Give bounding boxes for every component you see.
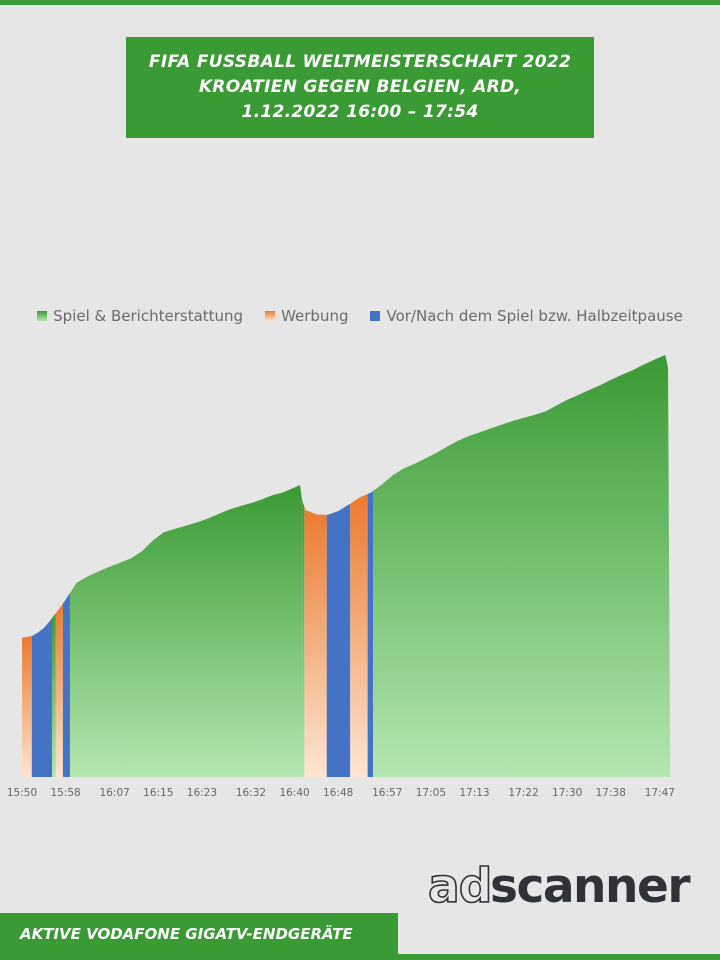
title-line-2: KROATIEN GEGEN BELGIEN, ARD, — [198, 77, 522, 97]
x-tick-label: 15:50 — [7, 787, 37, 799]
x-tick-label: 16:32 — [236, 787, 266, 799]
x-tick-label: 16:40 — [279, 787, 309, 799]
chart-segments — [22, 355, 671, 777]
adscanner-logo: ad scanner — [428, 860, 693, 910]
x-tick-label: 17:22 — [508, 787, 538, 799]
title-line-3: 1.12.2022 16:00 – 17:54 — [241, 102, 479, 122]
bottom-accent-line — [0, 954, 720, 960]
top-accent-bar — [0, 0, 720, 5]
x-tick-label: 16:23 — [187, 787, 217, 799]
x-tick-label: 17:05 — [416, 787, 446, 799]
x-tick-label: 16:07 — [100, 787, 130, 799]
title-line-1: FIFA FUSSBALL WELTMEISTERSCHAFT 2022 — [148, 52, 572, 72]
segment-ad-3 — [55, 603, 63, 777]
segment-game-11 — [373, 355, 671, 777]
segment-pause-10 — [367, 490, 374, 777]
x-tick-label: 17:13 — [459, 787, 489, 799]
x-tick-label: 16:48 — [323, 787, 353, 799]
legend-item-ad: Werbung — [265, 307, 348, 325]
x-tick-label: 17:30 — [552, 787, 582, 799]
segment-pause-8 — [326, 503, 351, 777]
segment-game-2 — [51, 613, 56, 777]
x-axis-ticks: 15:50 15:58 16:07 16:15 16:23 16:32 16:40 16:48… — [7, 787, 675, 799]
footer-label: AKTIVE VODAFONE GIGATV-ENDGERÄTE — [0, 913, 398, 954]
segment-game-5 — [69, 484, 303, 777]
legend-label-pause: Vor/Nach dem Spiel bzw. Halbzeitpause — [386, 307, 683, 325]
x-tick-label: 15:58 — [50, 787, 80, 799]
x-tick-label: 16:15 — [143, 787, 173, 799]
logo-text-scanner: scanner — [490, 860, 691, 910]
chart-legend: Spiel & Berichterstattung Werbung Vor/Na… — [0, 307, 720, 325]
legend-label-ad: Werbung — [281, 307, 349, 325]
segment-game-6 — [302, 500, 305, 777]
chart-title: FIFA FUSSBALL WELTMEISTERSCHAFT 2022 KRO… — [126, 37, 594, 138]
legend-item-pause: Vor/Nach dem Spiel bzw. Halbzeitpause — [370, 307, 683, 325]
logo-text-ad: ad — [428, 860, 491, 910]
legend-swatch-pause — [370, 311, 381, 321]
segment-pause-4 — [62, 593, 70, 777]
x-tick-label: 17:47 — [645, 787, 675, 799]
segment-ad-7 — [304, 506, 327, 777]
x-tick-label: 16:57 — [372, 787, 402, 799]
segment-ad-9 — [350, 493, 368, 777]
segment-pause-1 — [31, 618, 52, 777]
legend-swatch-game — [37, 311, 48, 321]
legend-label-game: Spiel & Berichterstattung — [53, 307, 244, 325]
legend-swatch-ad — [265, 311, 276, 321]
segment-ad-0 — [22, 635, 32, 777]
footer-label-text: AKTIVE VODAFONE GIGATV-ENDGERÄTE — [20, 924, 353, 943]
x-tick-label: 17:38 — [596, 787, 626, 799]
legend-item-game: Spiel & Berichterstattung — [37, 307, 243, 325]
area-chart: 15:50 15:58 16:07 16:15 16:23 16:32 16:40 16:48… — [7, 355, 675, 799]
